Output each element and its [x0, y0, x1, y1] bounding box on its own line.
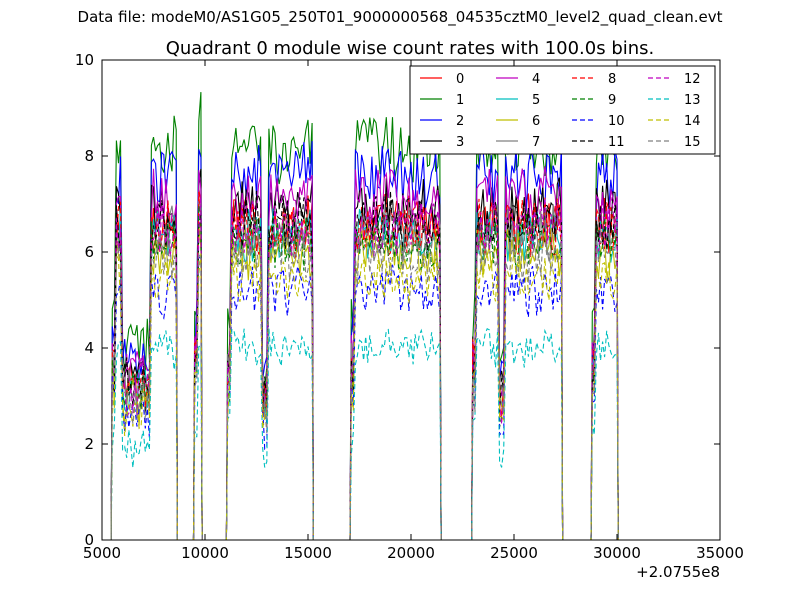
legend-label-10: 10 [608, 114, 625, 129]
chart-title: Quadrant 0 module wise count rates with … [166, 38, 655, 59]
series-line-8 [110, 191, 624, 541]
series-line-12 [110, 194, 624, 541]
series-line-14 [110, 248, 624, 541]
legend-label-6: 6 [532, 114, 540, 129]
legend-label-2: 2 [456, 114, 464, 129]
series-line-6 [110, 223, 624, 541]
y-tick-label-2: 4 [84, 339, 94, 357]
legend-label-13: 13 [684, 93, 701, 108]
legend-label-11: 11 [608, 135, 625, 150]
x-tick-label-2: 15000 [284, 544, 332, 562]
figure-suptitle: Data file: modeM0/AS1G05_250T01_90000005… [77, 8, 723, 26]
legend-label-5: 5 [532, 93, 540, 108]
y-tick-label-5: 10 [75, 51, 94, 69]
y-tick-label-0: 0 [84, 531, 94, 549]
legend-label-4: 4 [532, 72, 540, 87]
legend-label-15: 15 [684, 135, 701, 150]
legend-label-14: 14 [684, 114, 701, 129]
series-line-15 [110, 229, 624, 541]
series-line-13 [110, 328, 624, 541]
series-line-5 [110, 205, 624, 541]
legend-box [409, 65, 716, 155]
legend-label-3: 3 [456, 135, 464, 150]
x-tick-label-6: 35000 [696, 544, 744, 562]
series-layer [110, 92, 624, 541]
legend-label-1: 1 [456, 93, 464, 108]
series-line-2 [110, 139, 624, 541]
legend-label-0: 0 [456, 72, 464, 87]
legend-label-12: 12 [684, 72, 701, 87]
series-line-10 [110, 256, 624, 541]
y-tick-label-3: 6 [84, 243, 94, 261]
x-tick-label-0: 5000 [83, 544, 121, 562]
legend-label-9: 9 [608, 93, 616, 108]
legend-label-7: 7 [532, 135, 540, 150]
y-tick-label-4: 8 [84, 147, 94, 165]
x-tick-label-4: 25000 [490, 544, 538, 562]
x-tick-label-5: 30000 [593, 544, 641, 562]
x-tick-label-3: 20000 [387, 544, 435, 562]
series-line-1 [110, 92, 624, 541]
axis-layer: 5000 10000 15000 20000 25000 30000 35000 0 2 4 6 8 1… [75, 51, 744, 562]
x-tick-label-1: 10000 [181, 544, 229, 562]
x-offset-label: +2.0755e8 [636, 563, 720, 581]
y-tick-label-1: 2 [84, 435, 94, 453]
legend-label-8: 8 [608, 72, 616, 87]
